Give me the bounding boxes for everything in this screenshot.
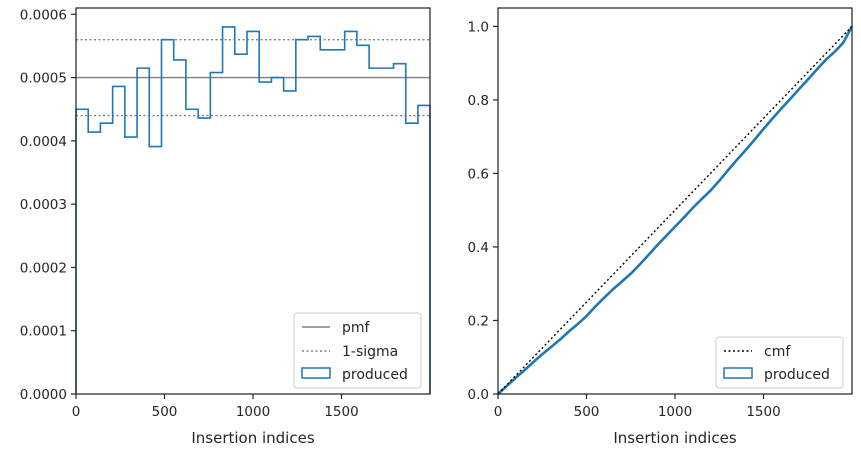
left-legend-box: [293, 312, 422, 389]
produced-histogram: [75, 26, 431, 394]
left-x-tick-label: 1500: [324, 404, 358, 420]
left-y-tick-label: 0.0003: [20, 197, 67, 213]
left-y-tick-label: 0.0001: [20, 324, 67, 340]
left-y-tick-label: 0.0002: [20, 260, 67, 276]
right-y-tick-label: 0.4: [468, 240, 489, 256]
right-x-tick-label: 500: [574, 404, 600, 420]
right-chart: 0 500 1000 1500 0.0 0.2 0.4 0.6 0.8 1.0 Insertio…: [468, 7, 854, 447]
legend-produced-swatch-right: [723, 367, 753, 379]
right-legend-box: [715, 336, 844, 389]
produced-cumulative-line: [497, 25, 854, 395]
left-x-tick-label: 500: [152, 404, 178, 420]
legend-cmf-label: cmf: [764, 344, 791, 360]
left-chart: 0 500 1000 1500 0.0000 0.0001 0.0002 0.0003 0.0…: [20, 7, 431, 447]
right-x-tick-label: 1000: [658, 404, 692, 420]
left-legend: pmf 1-sigma produced: [293, 312, 422, 389]
right-y-tick-label: 0.2: [468, 313, 489, 329]
left-y-tick-label: 0.0000: [20, 387, 67, 403]
left-y-tick-label: 0.0006: [20, 7, 67, 23]
right-y-tick-label: 0.8: [468, 93, 489, 109]
right-x-tick-label: 1500: [746, 404, 780, 420]
left-y-tick-label: 0.0004: [20, 134, 67, 150]
legend-produced-label-right: produced: [764, 367, 830, 383]
left-x-tick-label: 1000: [236, 404, 270, 420]
legend-1-sigma-label: 1-sigma: [342, 344, 398, 360]
right-plot-area: [498, 8, 852, 394]
left-x-tick-label: 0: [72, 404, 81, 420]
right-y-tick-label: 0.6: [468, 166, 489, 182]
legend-produced-label: produced: [342, 367, 408, 383]
left-x-axis-label: Insertion indices: [191, 429, 314, 447]
right-y-tick-label: 1.0: [468, 19, 489, 35]
right-x-axis-label: Insertion indices: [613, 429, 736, 447]
legend-pmf-label: pmf: [342, 320, 371, 336]
right-y-tick-label: 0.0: [468, 387, 489, 403]
right-x-tick-label: 0: [494, 404, 503, 420]
legend-produced-swatch: [301, 367, 331, 379]
right-legend: cmf produced: [715, 336, 844, 389]
left-y-tick-label: 0.0005: [20, 71, 67, 87]
